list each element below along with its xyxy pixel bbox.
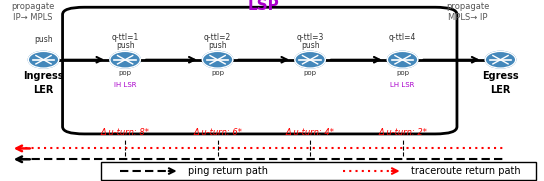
Text: push: push — [116, 41, 134, 50]
Text: Ingress: Ingress — [23, 71, 64, 81]
Text: Δ u-turn: 6*: Δ u-turn: 6* — [193, 128, 242, 137]
Text: Δ u-turn: 8*: Δ u-turn: 8* — [101, 128, 150, 137]
Text: propagate
MPLS→ IP: propagate MPLS→ IP — [446, 2, 490, 22]
Text: q-ttl=4: q-ttl=4 — [389, 33, 416, 42]
Text: LSP: LSP — [248, 0, 280, 13]
Text: traceroute return path: traceroute return path — [411, 166, 521, 176]
Text: LH LSR: LH LSR — [391, 82, 415, 88]
Text: Δ u-turn: 2*: Δ u-turn: 2* — [378, 128, 427, 137]
Text: push: push — [34, 35, 53, 44]
Text: q-ttl=1: q-ttl=1 — [112, 33, 139, 42]
Ellipse shape — [28, 51, 59, 68]
Text: IH LSR: IH LSR — [114, 82, 137, 88]
Text: pop: pop — [396, 70, 409, 76]
Ellipse shape — [295, 51, 325, 68]
FancyBboxPatch shape — [101, 162, 536, 180]
Text: q-ttl=2: q-ttl=2 — [204, 33, 231, 42]
Text: q-ttl=3: q-ttl=3 — [296, 33, 324, 42]
Ellipse shape — [387, 51, 418, 68]
Ellipse shape — [202, 51, 233, 68]
Text: propagate
IP→ MPLS: propagate IP→ MPLS — [11, 2, 54, 22]
Text: LER: LER — [490, 85, 511, 95]
Text: pop: pop — [119, 70, 132, 76]
Text: Δ u-turn: 4*: Δ u-turn: 4* — [286, 128, 335, 137]
Text: pop: pop — [304, 70, 317, 76]
Text: push: push — [301, 41, 319, 50]
Text: ping return path: ping return path — [188, 166, 268, 176]
Ellipse shape — [485, 51, 516, 68]
Text: push: push — [208, 41, 227, 50]
Text: Egress: Egress — [482, 71, 519, 81]
Ellipse shape — [110, 51, 140, 68]
Text: pop: pop — [211, 70, 224, 76]
Text: LER: LER — [33, 85, 54, 95]
